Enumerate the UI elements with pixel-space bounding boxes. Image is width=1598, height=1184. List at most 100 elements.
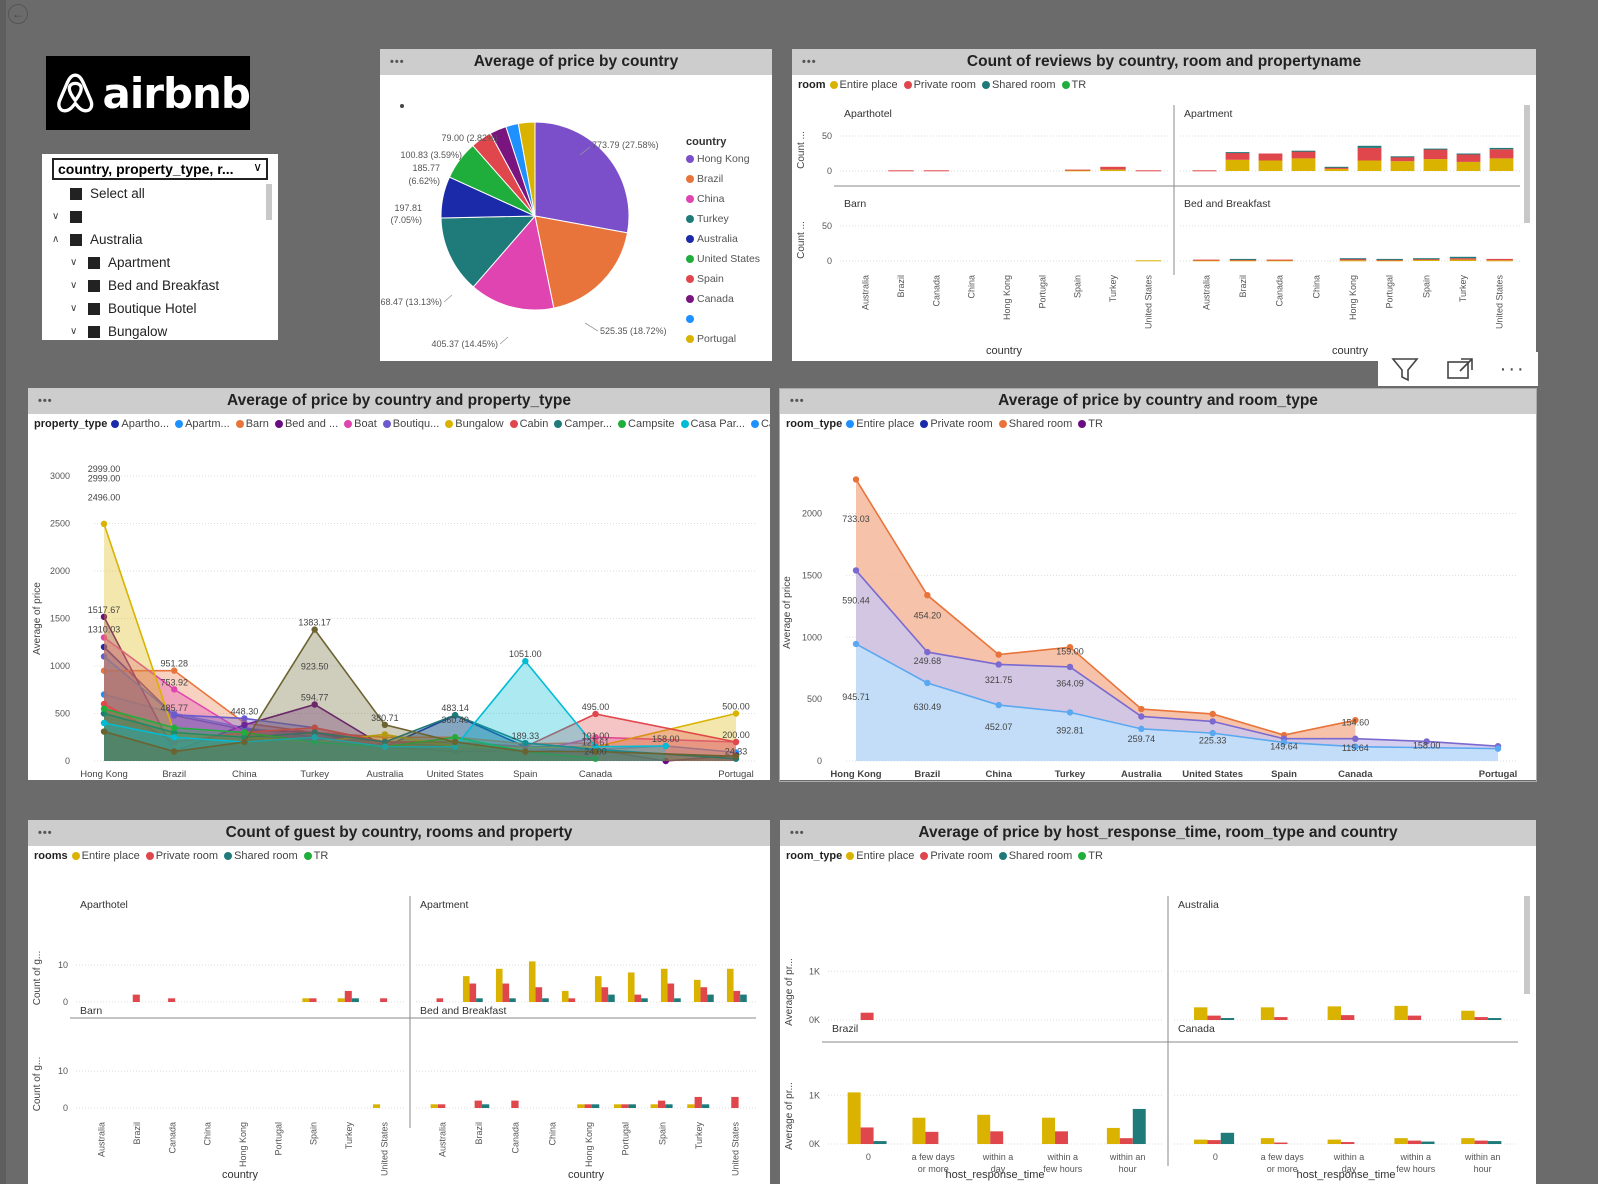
legend-item[interactable]: Boat [344, 418, 377, 430]
data-point [241, 738, 248, 746]
legend-item[interactable]: Camper... [554, 418, 612, 430]
x-tick-label: Spain [309, 1122, 319, 1145]
legend-item[interactable]: Shared room [981, 79, 1056, 91]
legend-item[interactable]: TR [1078, 418, 1103, 430]
data-point [732, 753, 740, 760]
slicer-header[interactable]: country, property_type, r... ∨ [52, 158, 268, 180]
checkbox[interactable] [70, 210, 82, 223]
expand-icon[interactable]: ∨ [70, 280, 78, 291]
bar-segment [1229, 259, 1257, 261]
focus-mode-icon[interactable] [1445, 356, 1475, 382]
facet-label: Apartment [420, 899, 469, 911]
bar [535, 987, 543, 1002]
collapse-icon[interactable]: ∧ [52, 234, 60, 245]
guests-panel[interactable]: ••• Count of guest by country, rooms and… [28, 820, 770, 1184]
filter-icon[interactable] [1390, 356, 1420, 382]
x-tick-label: Canada [931, 275, 941, 307]
drag-grip-icon[interactable]: ••• [390, 56, 405, 68]
legend-item[interactable]: Shared room [998, 850, 1072, 862]
checkbox[interactable] [88, 256, 100, 269]
legend-item[interactable]: Barn [235, 418, 269, 430]
expand-icon[interactable]: ∨ [70, 326, 78, 337]
expand-icon[interactable]: ∨ [52, 211, 60, 222]
legend-item[interactable]: Private room [920, 418, 993, 430]
data-point [852, 476, 860, 483]
legend-item[interactable]: Campsite [618, 418, 675, 430]
y-tick-label: 0 [827, 166, 832, 176]
legend-item[interactable]: Entire place [71, 850, 140, 862]
drag-grip-icon[interactable]: ••• [38, 395, 53, 407]
reviews-panel[interactable]: ••• Count of reviews by country, room an… [792, 49, 1536, 361]
slicer-item[interactable]: ∨ Apartment [52, 251, 278, 274]
guests-chart[interactable]: Aparthotel 0 10 Count of g... Apartment Barn 0… [28, 866, 770, 1184]
hrt-panel[interactable]: ••• Average of price by host_response_ti… [780, 820, 1536, 1184]
legend-item[interactable]: Boutiqu... [382, 418, 439, 430]
legend-item[interactable]: Cabin [509, 418, 548, 430]
legend-item[interactable]: Entire place [846, 850, 914, 862]
property-line-panel[interactable]: ••• Average of price by country and prop… [28, 388, 770, 780]
x-tick-label: few hours [1396, 1164, 1436, 1174]
slicer-item[interactable]: ∨ Bungalow [52, 320, 278, 340]
legend-item[interactable]: Castle [750, 418, 770, 430]
bar [568, 998, 576, 1002]
bar [302, 998, 310, 1002]
legend-item[interactable]: TR [1078, 850, 1103, 862]
hierarchy-slicer[interactable]: country, property_type, r... ∨ Select al… [42, 154, 278, 340]
reviews-chart[interactable]: Aparthotel 0 50 Count ... Apartment Barn 0 50 Co… [792, 95, 1536, 361]
legend-label: TR [1071, 79, 1087, 91]
legend-item[interactable]: Apartm... [175, 418, 230, 430]
property-line-chart[interactable]: 3000 2500 2000 1500 1000 500 0 Hong Kong Brazil C… [28, 434, 770, 780]
checkbox[interactable] [88, 279, 100, 292]
legend-item[interactable]: Private room [903, 79, 976, 91]
data-point [1423, 738, 1430, 745]
checkbox[interactable] [70, 187, 82, 200]
legend-item[interactable]: Entire place [829, 79, 898, 91]
data-point [100, 719, 108, 727]
slicer-item[interactable]: ∨ Bed and Breakfast [52, 274, 278, 297]
slicer-item[interactable]: Select all [52, 182, 278, 205]
drag-grip-icon[interactable]: ••• [802, 56, 817, 68]
legend-label: TR [1088, 850, 1103, 862]
room-line-panel[interactable]: ••• Average of price by country and room… [780, 388, 1536, 780]
legend-item[interactable]: Entire place [846, 418, 914, 430]
legend-item[interactable]: Shared room [224, 850, 298, 862]
slicer-item[interactable]: ∨ [52, 205, 278, 228]
legend-item[interactable]: Apartho... [111, 418, 169, 430]
legend-item[interactable]: Bed and ... [274, 418, 338, 430]
slicer-item[interactable]: ∧ Australia [52, 228, 278, 251]
more-options-icon[interactable]: ··· [1499, 357, 1526, 380]
pie-legend-dot [686, 195, 694, 203]
legend-item[interactable]: Shared room [998, 418, 1072, 430]
pie-chart[interactable]: 773.79 (27.58%) 525.35 (18.72%) 405.37 (14… [380, 75, 772, 361]
drag-grip-icon[interactable]: ••• [790, 827, 805, 839]
pie-legend-dot [686, 315, 694, 323]
expand-icon[interactable]: ∨ [70, 257, 78, 268]
drag-grip-icon[interactable]: ••• [790, 395, 805, 407]
slicer-item[interactable]: ∨ Boutique Hotel [52, 297, 278, 320]
legend-item[interactable]: TR [303, 850, 328, 862]
expand-icon[interactable]: ∨ [70, 303, 78, 314]
drag-grip-icon[interactable]: ••• [38, 827, 53, 839]
pie-slice [440, 215, 537, 288]
slicer-item-label: Bungalow [108, 324, 168, 339]
bar-segment [1266, 259, 1293, 261]
slicer-scrollbar[interactable] [266, 184, 272, 220]
room-line-chart[interactable]: 2000 1500 1000 500 0 Hong Kong Brazil China Turk… [780, 434, 1536, 780]
legend-item[interactable]: Casa Par... [680, 418, 745, 430]
checkbox[interactable] [88, 302, 100, 315]
legend-item[interactable]: TR [1061, 79, 1087, 91]
chevron-down-icon[interactable]: ∨ [253, 160, 262, 174]
legend-item[interactable]: Private room [145, 850, 218, 862]
pie-panel[interactable]: ••• Average of price by country 773.79 (… [380, 49, 772, 361]
legend-item[interactable]: Bungalow [445, 418, 504, 430]
checkbox[interactable] [70, 233, 82, 246]
back-arrow-icon[interactable]: ← [8, 4, 28, 24]
data-point [924, 648, 931, 656]
data-label: 392.81 [1056, 725, 1084, 735]
hrt-chart[interactable]: 0K 1K Average of pr... Australia Brazil 0K 1K A… [780, 866, 1536, 1184]
x-tick-label: a few days [912, 1152, 956, 1162]
bar-segment [1339, 258, 1367, 260]
checkbox[interactable] [88, 325, 100, 338]
bar-segment [1192, 170, 1217, 172]
legend-item[interactable]: Private room [920, 850, 993, 862]
